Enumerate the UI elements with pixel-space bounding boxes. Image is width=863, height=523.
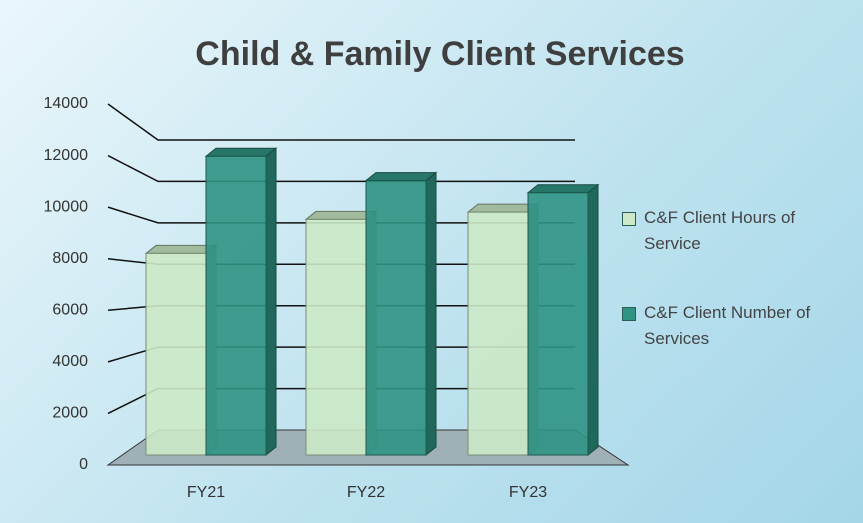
legend-item: C&F Client Hours of Service xyxy=(622,205,832,257)
y-tick-label: 12000 xyxy=(44,147,89,164)
bar-side xyxy=(265,147,277,457)
x-tick-label: FY23 xyxy=(509,484,547,501)
y-tick-label: 6000 xyxy=(52,302,88,319)
x-tick-label: FY22 xyxy=(347,484,385,501)
chart-title: Child & Family Client Services xyxy=(195,35,684,73)
bar-top xyxy=(204,147,278,157)
bar-top xyxy=(364,172,438,182)
y-tick-label: 8000 xyxy=(52,250,88,267)
legend-swatch xyxy=(622,212,636,226)
y-tick-label: 0 xyxy=(79,456,88,473)
bar xyxy=(527,192,589,456)
bar-side xyxy=(587,183,599,457)
y-tick-label: 10000 xyxy=(44,198,89,215)
y-tick-label: 2000 xyxy=(52,405,88,422)
legend-item: C&F Client Number of Services xyxy=(622,300,832,352)
bar xyxy=(365,180,427,456)
bar xyxy=(305,218,367,456)
legend-label: C&F Client Hours of Service xyxy=(644,208,796,253)
grid-line xyxy=(107,154,575,183)
bar xyxy=(145,252,207,456)
y-tick-label: 4000 xyxy=(52,353,88,370)
y-tick-label: 14000 xyxy=(44,95,89,112)
grid-line xyxy=(107,103,575,141)
legend-swatch xyxy=(622,307,636,321)
bar-side xyxy=(425,171,437,457)
legend-label: C&F Client Number of Services xyxy=(644,303,811,348)
x-tick-label: FY21 xyxy=(187,484,225,501)
bar-top xyxy=(526,184,600,194)
bar xyxy=(467,211,529,456)
bar xyxy=(205,155,267,456)
